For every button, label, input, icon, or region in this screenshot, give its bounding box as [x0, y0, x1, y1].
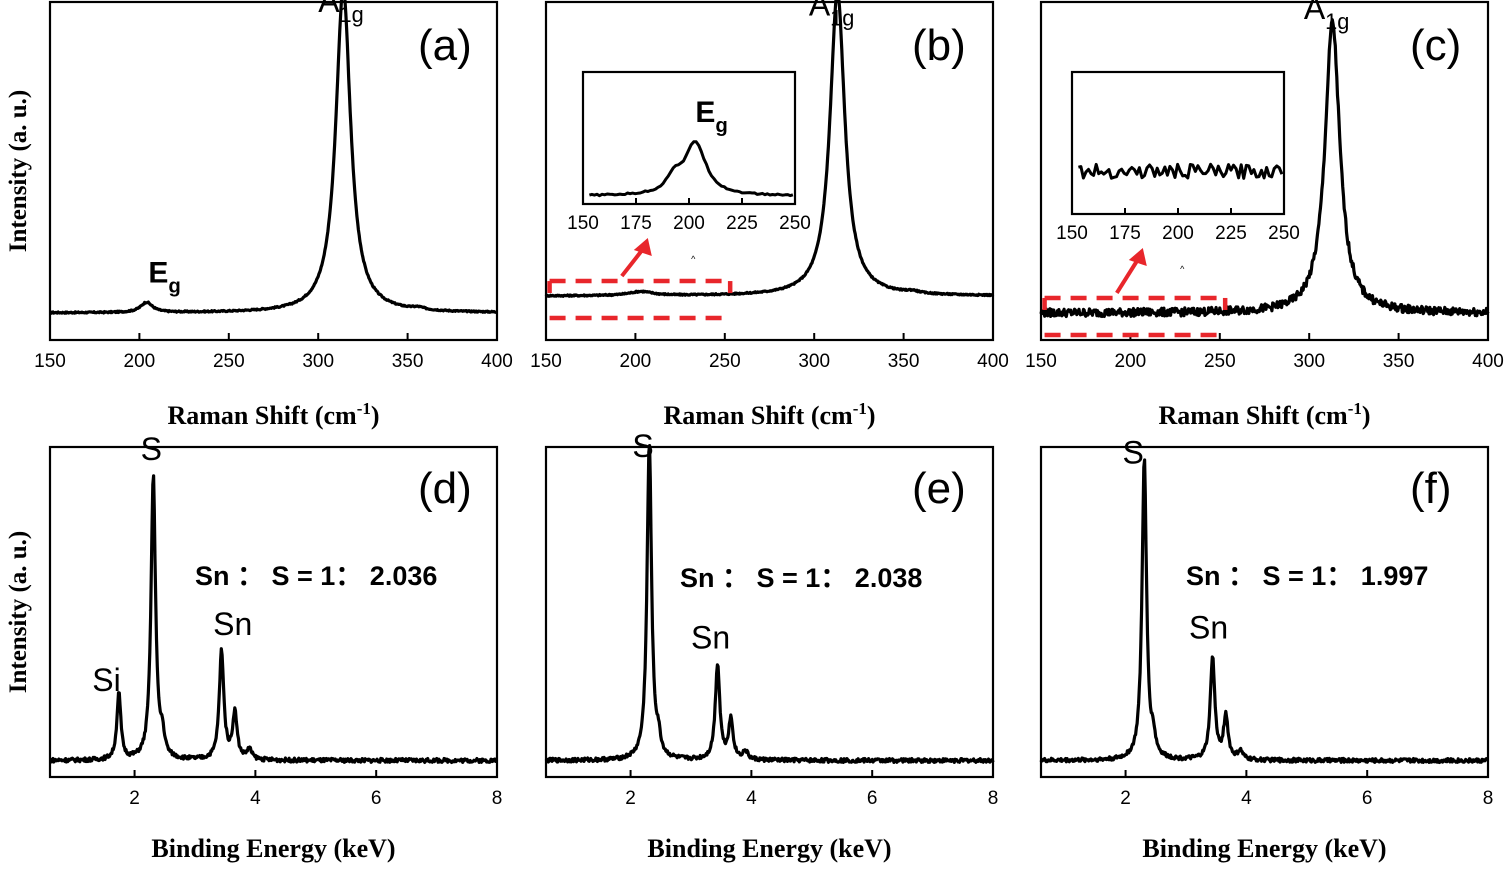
inset-frame: [581, 70, 797, 206]
spectrum-line: [49, 0, 498, 315]
x-tick-label: 4: [746, 788, 757, 809]
x-tick-label: 8: [1483, 788, 1494, 809]
y-axis-label: Intensity (a. u.): [5, 90, 32, 253]
axes-frame: [48, 0, 499, 342]
x-tick-label: 300: [302, 351, 334, 372]
x-axis-label: Binding Energy (keV): [151, 834, 395, 863]
x-tick-label: 6: [867, 788, 878, 809]
x-tick-label: 300: [798, 351, 830, 372]
x-tick-label: 2: [1120, 788, 1131, 809]
x-tick-label: 250: [213, 351, 245, 372]
x-tick-label: 2: [625, 788, 636, 809]
peak-label: Si: [92, 662, 120, 698]
x-tick-label: 150: [34, 351, 66, 372]
spectrum-line: [1039, 458, 1489, 764]
peak-label: S: [141, 431, 162, 467]
x-tick-label: 4: [250, 788, 261, 809]
x-axis-label: Raman Shift (cm-1): [167, 399, 379, 430]
inset-spectrum-line: [588, 140, 794, 198]
x-tick-label: 400: [481, 351, 513, 372]
panel-label: (a): [418, 21, 472, 70]
x-tick-label: 400: [1472, 351, 1504, 372]
zoom-arrow: [1115, 256, 1141, 295]
peak-label: Eg: [148, 257, 180, 298]
x-axis-label: Binding Energy (keV): [647, 834, 891, 863]
composition-ratio: Sn ： S = 1： 1.997: [1186, 561, 1428, 591]
x-axis-label: Raman Shift (cm-1): [663, 399, 875, 430]
x-tick-label: 8: [492, 788, 503, 809]
inset-mark: ^: [691, 254, 696, 264]
x-tick-label: 150: [530, 351, 562, 372]
spectrum-line: [544, 0, 995, 298]
inset-x-tick-label: 200: [1162, 223, 1194, 244]
inset-x-tick-label: 225: [1215, 223, 1247, 244]
inset-spectrum-line: [1078, 162, 1284, 180]
x-tick-label: 200: [620, 351, 652, 372]
x-tick-label: 350: [1383, 351, 1415, 372]
axes-frame: [1039, 445, 1490, 779]
inset-frame: [1070, 70, 1286, 216]
spectrum-line: [1039, 18, 1490, 319]
peak-label: A1g: [809, 0, 855, 31]
panel-label: (b): [912, 21, 966, 70]
axes-frame: [1039, 0, 1490, 342]
peak-label: S: [1123, 435, 1144, 471]
y-axis-label: Intensity (a. u.): [5, 531, 32, 694]
x-tick-label: 250: [709, 351, 741, 372]
x-tick-label: 6: [371, 788, 382, 809]
axes-frame: [544, 0, 995, 342]
x-tick-label: 8: [988, 788, 999, 809]
inset-mark: ^: [1180, 264, 1185, 274]
inset-x-tick-label: 150: [567, 213, 599, 234]
x-tick-label: 200: [124, 351, 156, 372]
peak-label: Sn: [213, 606, 252, 642]
axes-frame: [48, 445, 499, 779]
composition-ratio: Sn ： S = 1： 2.038: [680, 563, 922, 593]
composition-ratio: Sn ： S = 1： 2.036: [195, 561, 437, 591]
x-tick-label: 150: [1025, 351, 1057, 372]
x-tick-label: 300: [1293, 351, 1325, 372]
peak-label: S: [632, 428, 653, 464]
peak-label: A1g: [318, 0, 364, 27]
spectrum-line: [544, 444, 995, 764]
peak-label: Sn: [1189, 609, 1228, 645]
inset-x-tick-label: 225: [726, 213, 758, 234]
panel-label: (d): [418, 464, 472, 513]
peak-label: A1g: [1304, 0, 1350, 34]
x-tick-label: 400: [977, 351, 1009, 372]
panel-label: (c): [1410, 21, 1461, 70]
inset-x-tick-label: 150: [1056, 223, 1088, 244]
x-tick-label: 4: [1241, 788, 1252, 809]
x-tick-label: 250: [1204, 351, 1236, 372]
x-tick-label: 350: [888, 351, 920, 372]
x-axis-label: Raman Shift (cm-1): [1158, 399, 1370, 430]
x-tick-label: 200: [1115, 351, 1147, 372]
zoom-arrow: [620, 246, 646, 278]
zoom-arrow-head: [633, 238, 652, 256]
panel-label: (e): [912, 464, 966, 513]
x-tick-label: 6: [1362, 788, 1373, 809]
axes-frame: [544, 445, 995, 779]
inset-x-tick-label: 250: [1268, 223, 1300, 244]
x-axis-label: Binding Energy (keV): [1142, 834, 1386, 863]
x-tick-label: 350: [392, 351, 424, 372]
inset-x-tick-label: 175: [1109, 223, 1141, 244]
inset-x-tick-label: 200: [673, 213, 705, 234]
spectrum-line: [49, 474, 499, 764]
panel-label: (f): [1410, 464, 1452, 513]
x-tick-label: 2: [129, 788, 140, 809]
inset-x-tick-label: 175: [620, 213, 652, 234]
inset-peak-label: Eg: [695, 96, 727, 137]
inset-x-tick-label: 250: [779, 213, 811, 234]
peak-label: Sn: [691, 619, 730, 655]
zoom-arrow-head: [1128, 248, 1147, 266]
